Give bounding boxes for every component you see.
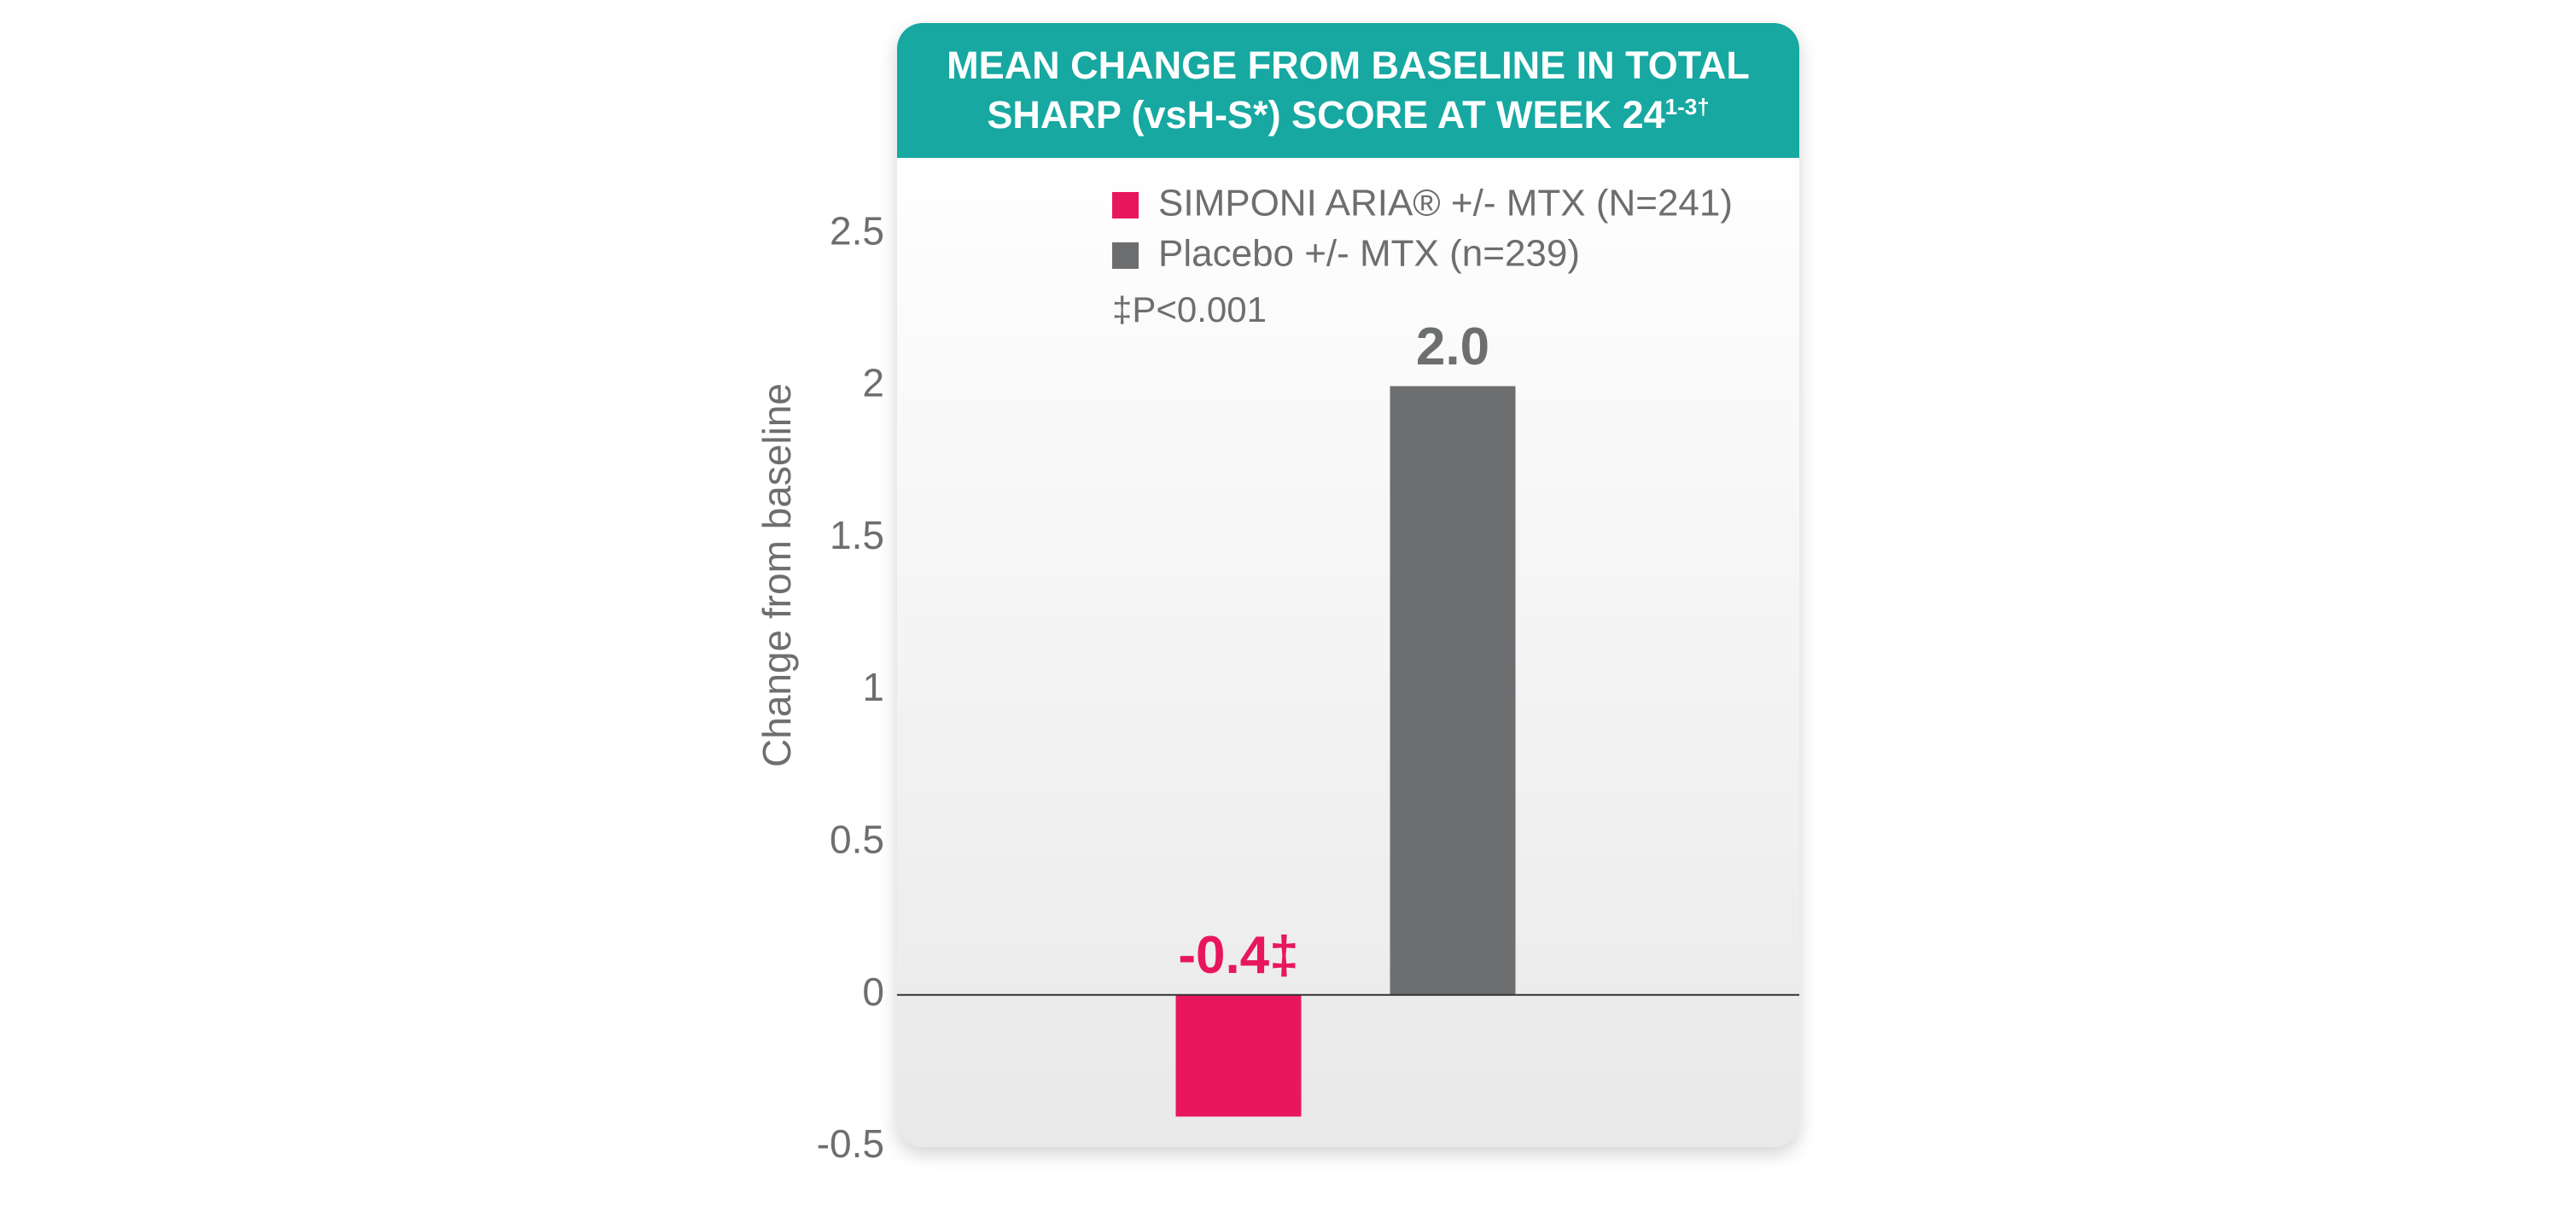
y-tick-label: 2.5 [830, 208, 884, 253]
y-tick-label: 1 [862, 665, 884, 709]
chart-title: MEAN CHANGE FROM BASELINE IN TOTAL SHARP… [947, 44, 1750, 137]
title-superscript: 1-3† [1664, 94, 1710, 119]
y-tick-label: 0 [862, 970, 884, 1014]
legend-label: SIMPONI ARIA® +/- MTX (N=241) [1158, 183, 1733, 224]
y-tick-label: 0.5 [830, 818, 884, 862]
y-axis-label: Change from baseline [755, 383, 799, 767]
y-tick-label: -0.5 [817, 1121, 884, 1166]
bar [1390, 386, 1516, 995]
bar [1175, 994, 1302, 1117]
chart-card: MEAN CHANGE FROM BASELINE IN TOTAL SHARP… [897, 23, 1799, 1147]
chart-title-box: MEAN CHANGE FROM BASELINE IN TOTAL SHARP… [922, 41, 1775, 140]
value-label: 2.0 [1416, 317, 1489, 376]
legend-label: Placebo +/- MTX (n=239) [1158, 233, 1580, 275]
y-tick-label: 2 [862, 361, 884, 405]
legend-swatch [1112, 192, 1139, 218]
y-tick-label: 1.5 [830, 513, 884, 557]
value-label: -0.4‡ [1178, 926, 1298, 985]
annotation: ‡P<0.001 [1112, 289, 1267, 329]
legend-swatch [1112, 242, 1139, 269]
chart-header: MEAN CHANGE FROM BASELINE IN TOTAL SHARP… [897, 23, 1799, 158]
